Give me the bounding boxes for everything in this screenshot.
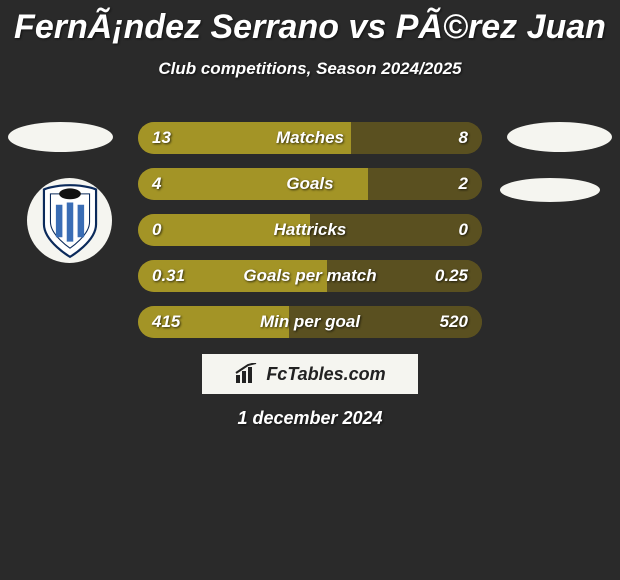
- stat-fill-right: [368, 168, 482, 200]
- stat-row-hattricks: 0Hattricks0: [138, 214, 482, 246]
- date-label: 1 december 2024: [0, 408, 620, 429]
- stat-row-goals: 4Goals2: [138, 168, 482, 200]
- stat-row-goals-per-match: 0.31Goals per match0.25: [138, 260, 482, 292]
- player-left-avatar: [8, 122, 113, 152]
- footer-brand-box: FcTables.com: [202, 354, 418, 394]
- player-left-club-logo: [27, 178, 112, 263]
- page-subtitle: Club competitions, Season 2024/2025: [0, 59, 620, 79]
- stat-fill-right: [351, 122, 482, 154]
- page-title: FernÃ¡ndez Serrano vs PÃ©rez Juan: [0, 0, 620, 47]
- player-right-avatar: [507, 122, 612, 152]
- player-right-club-avatar: [500, 178, 600, 202]
- stat-fill-left: [138, 214, 310, 246]
- stat-fill-left: [138, 168, 368, 200]
- chart-icon: [234, 363, 260, 385]
- stat-fill-right: [310, 214, 482, 246]
- stat-fill-left: [138, 260, 327, 292]
- stat-fill-right: [289, 306, 482, 338]
- stat-fill-left: [138, 122, 351, 154]
- stat-fill-right: [327, 260, 482, 292]
- stat-row-min-per-goal: 415Min per goal520: [138, 306, 482, 338]
- stat-fill-left: [138, 306, 289, 338]
- comparison-bars: 13Matches8 4Goals2 0Hattricks0 0.31Goals pe…: [138, 122, 482, 352]
- shield-icon: [37, 183, 103, 259]
- footer-brand-text: FcTables.com: [266, 364, 385, 385]
- stat-row-matches: 13Matches8: [138, 122, 482, 154]
